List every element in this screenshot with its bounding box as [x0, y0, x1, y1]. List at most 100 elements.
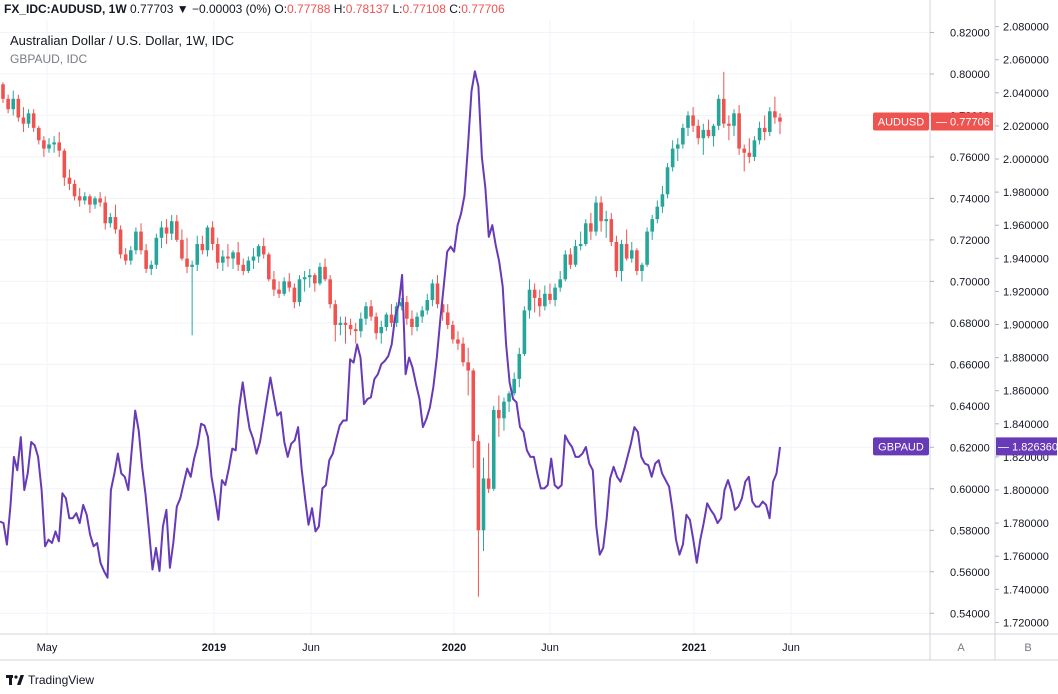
gbpaud-compare-line: [0, 70, 781, 579]
candle-body: [502, 401, 506, 419]
candle-body: [670, 148, 675, 168]
main-series-legend[interactable]: Australian Dollar / U.S. Dollar, 1W, IDC: [10, 33, 234, 48]
time-axis-label: 2020: [442, 642, 466, 654]
left-axis-tick-label: 0.76000: [950, 152, 990, 164]
time-axis-label: Jun: [541, 642, 559, 654]
candle-body: [727, 123, 731, 126]
candle-body: [26, 113, 31, 124]
compare-series-legend[interactable]: GBPAUD, IDC: [10, 52, 88, 66]
candle-body: [210, 227, 215, 245]
candle-body: [675, 144, 680, 149]
candle-body: [497, 409, 501, 419]
time-axis-label: 2021: [682, 642, 706, 654]
candle-body: [476, 441, 481, 531]
gbpaud-last-price-label: — 1.826360: [998, 441, 1058, 453]
candle-body: [737, 113, 741, 149]
candle-body: [1, 84, 5, 99]
candle-body: [706, 129, 711, 137]
candle-body: [440, 304, 445, 313]
secondary-scale-button[interactable]: B: [1024, 642, 1032, 654]
candle-body: [415, 316, 419, 327]
candle-body: [624, 244, 629, 259]
tradingview-branding[interactable]: TradingView: [6, 673, 94, 687]
auto-scale-button[interactable]: A: [957, 642, 965, 654]
candle-body: [696, 125, 701, 139]
candle-body: [604, 219, 608, 222]
candle-body: [435, 283, 440, 305]
candle-body: [578, 244, 583, 247]
candle-body: [108, 217, 113, 224]
candle-body: [343, 322, 348, 325]
candle-body: [277, 289, 281, 294]
candle-body: [6, 98, 10, 110]
candle-body: [77, 196, 82, 201]
candle-body: [175, 221, 179, 240]
candle-body: [62, 150, 67, 178]
candle-body: [88, 196, 92, 205]
candle-body: [118, 229, 123, 255]
symbol-name[interactable]: FX_IDC:AUDUSD, 1W: [4, 2, 127, 16]
candle-body: [282, 281, 286, 294]
candle-body: [558, 279, 562, 288]
candle-body: [543, 293, 547, 307]
right-axis-tick-label: 2.020000: [1003, 121, 1049, 133]
candle-body: [635, 250, 639, 271]
candle-body: [430, 283, 435, 301]
left-axis-tick-label: 0.68000: [950, 318, 990, 330]
candle-body: [732, 113, 736, 126]
right-axis-tick-label: 1.980000: [1003, 187, 1049, 199]
candle-body: [747, 152, 752, 157]
left-axis-tick-label: 0.64000: [950, 401, 990, 413]
candle-body: [328, 279, 332, 305]
right-axis-tick-label: 2.080000: [1003, 22, 1049, 34]
candle-body: [16, 98, 21, 118]
candle-body: [318, 266, 322, 284]
candle-body: [226, 256, 230, 259]
candle-body: [149, 264, 154, 269]
candle-body: [466, 362, 470, 371]
candle-body: [568, 254, 573, 265]
candle-body: [93, 198, 97, 205]
right-axis-tick-label: 1.880000: [1003, 353, 1049, 365]
candle-body: [389, 314, 394, 323]
candle-body: [410, 318, 414, 327]
low-value: 0.77108: [402, 2, 446, 16]
candle-body: [532, 289, 537, 298]
candle-body: [359, 318, 363, 332]
candle-body: [665, 167, 670, 195]
candle-body: [767, 111, 772, 133]
candle-body: [313, 275, 317, 284]
right-axis-tick-label: 1.840000: [1003, 419, 1049, 431]
candle-body: [573, 246, 578, 265]
candle-body: [297, 279, 302, 303]
left-axis-tick-label: 0.62000: [950, 442, 990, 454]
candle-body: [72, 183, 77, 197]
candle-body: [215, 244, 220, 263]
candle-body: [261, 246, 266, 255]
candle-body: [721, 98, 726, 124]
candle-body: [287, 281, 292, 288]
left-axis-tick-label: 0.72000: [950, 235, 990, 247]
candle-body: [384, 314, 389, 327]
candle-body: [762, 127, 767, 133]
candle-body: [231, 252, 235, 259]
candle-body: [164, 227, 169, 234]
candle-body: [21, 117, 26, 124]
candle-body: [650, 219, 655, 232]
candle-body: [103, 202, 108, 224]
low-label: L:: [392, 2, 403, 16]
close-label: C:: [449, 2, 462, 16]
left-axis-tick-label: 0.70000: [950, 276, 990, 288]
candle-body: [716, 98, 721, 126]
candle-body: [267, 254, 271, 280]
candle-body: [399, 302, 404, 307]
candle-body: [589, 223, 593, 232]
candle-body: [553, 287, 557, 301]
candle-body: [42, 140, 46, 149]
candle-body: [629, 250, 634, 259]
candle-body: [773, 111, 777, 118]
candle-body: [445, 312, 450, 325]
candle-body: [645, 231, 649, 265]
left-axis-tick-label: 0.54000: [950, 608, 990, 620]
